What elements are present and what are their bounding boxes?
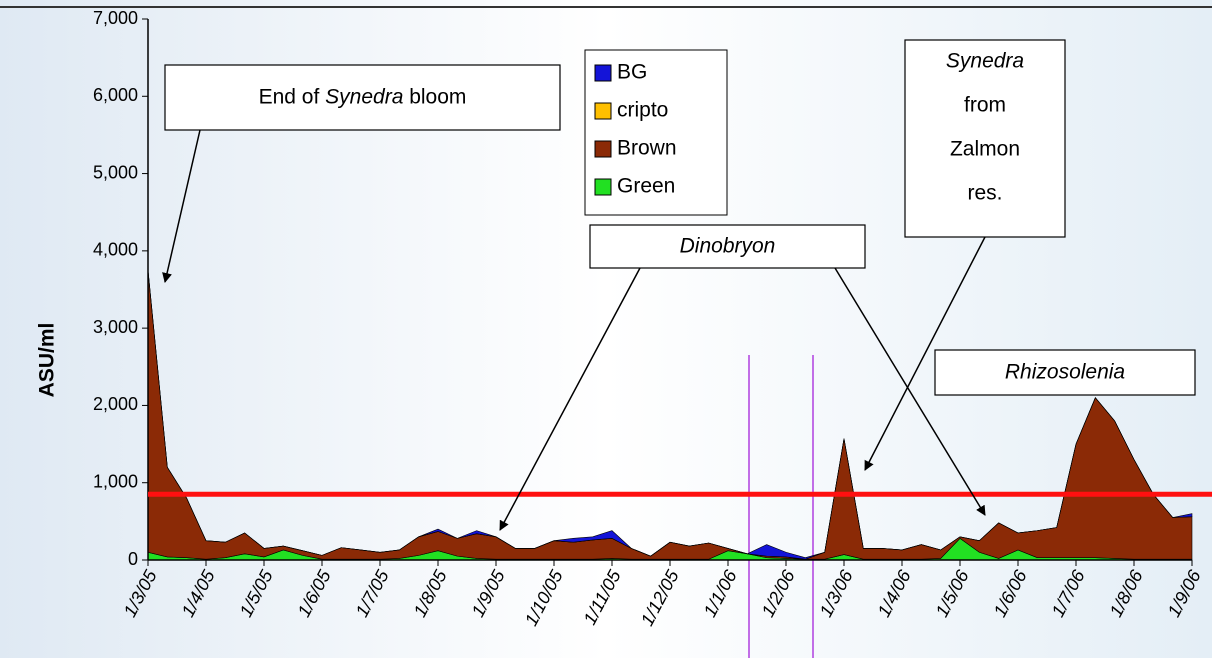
area xyxy=(147,270,1193,560)
legend-label: Green xyxy=(617,175,675,198)
annotation-text: res. xyxy=(967,182,1002,205)
annotation-text: from xyxy=(964,94,1006,117)
legend-swatch xyxy=(594,102,612,120)
annotation-part: bloom xyxy=(403,85,466,108)
annotation-text: Synedra xyxy=(946,50,1024,73)
y-tick-label: 7,000 xyxy=(93,8,138,28)
annotation-part: Rhizosolenia xyxy=(1005,360,1125,383)
annotation-arrow xyxy=(499,267,641,531)
annotation-part: Dinobryon xyxy=(680,234,776,257)
legend-label: Brown xyxy=(617,137,677,160)
annotation-part: Synedra xyxy=(325,85,403,108)
y-tick-label: 0 xyxy=(128,549,138,569)
annotation-part: End of xyxy=(259,85,326,108)
legend-label: BG xyxy=(617,61,647,84)
y-axis-label: ASU/ml xyxy=(36,323,59,398)
annotation-box xyxy=(164,64,561,131)
y-tick-label: 2,000 xyxy=(93,394,138,414)
y-tick-label: 5,000 xyxy=(93,162,138,182)
legend-swatch xyxy=(594,178,612,196)
legend-swatch xyxy=(594,140,612,158)
y-tick-label: 6,000 xyxy=(93,85,138,105)
annotation-box xyxy=(589,224,866,269)
annotation-text: Rhizosolenia xyxy=(1005,360,1125,383)
y-tick-label: 3,000 xyxy=(93,317,138,337)
annotation-arrow xyxy=(162,129,201,283)
annotation-box xyxy=(934,349,1196,396)
annotation-arrow xyxy=(864,236,986,471)
legend-label: cripto xyxy=(617,99,668,122)
annotation-text: Zalmon xyxy=(950,138,1020,161)
y-tick-label: 1,000 xyxy=(93,471,138,491)
annotation-text: End of Synedra bloom xyxy=(259,85,467,108)
annotation-text: Dinobryon xyxy=(680,234,776,257)
annotation-box xyxy=(904,39,1066,238)
y-tick-label: 4,000 xyxy=(93,240,138,260)
annotation-arrow xyxy=(834,267,986,516)
legend-swatch xyxy=(594,64,612,82)
